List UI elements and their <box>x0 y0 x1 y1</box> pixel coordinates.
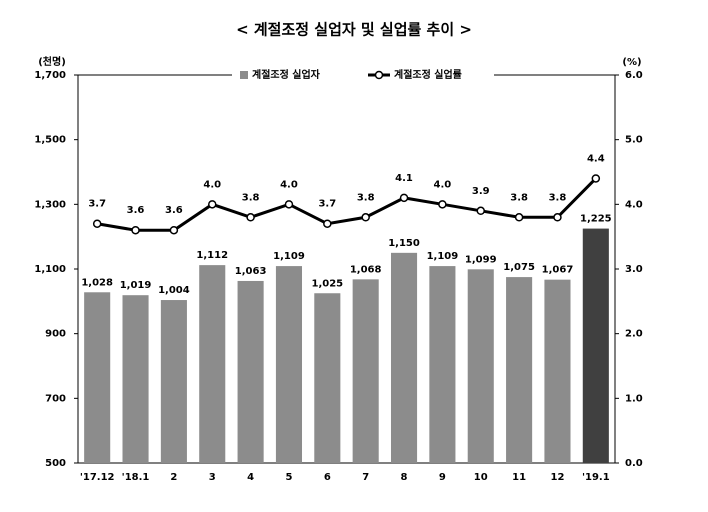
y-tick-label: 1,100 <box>34 264 66 275</box>
line-marker <box>284 200 294 209</box>
legend-box <box>232 68 494 82</box>
line-value-label: 4.0 <box>280 179 298 190</box>
bar <box>544 279 571 463</box>
line-value-label: 3.8 <box>549 192 567 203</box>
bar-value-label: 1,150 <box>388 238 420 249</box>
line-marker <box>476 206 485 216</box>
bar-value-label: 1,109 <box>273 251 305 262</box>
bar-value-label: 1,225 <box>580 214 612 225</box>
y2-tick-label: 1.0 <box>625 393 643 404</box>
y-tick-label: 700 <box>45 393 66 404</box>
bar <box>314 293 341 463</box>
line-value-label: 3.6 <box>127 205 145 216</box>
line-value-label: 4.1 <box>395 173 413 184</box>
bar-value-label: 1,063 <box>235 266 267 277</box>
y-tick-label: 1,700 <box>34 70 66 81</box>
bar <box>390 252 418 463</box>
x-tick-label: '19.1 <box>582 472 610 483</box>
y2-tick-label: 0.0 <box>625 458 643 469</box>
x-tick-label: 10 <box>474 472 488 483</box>
legend-label: 계절조정 실업률 <box>394 68 462 81</box>
bar <box>352 279 379 463</box>
line-marker <box>131 225 140 235</box>
bar-value-label: 1,004 <box>158 285 190 296</box>
line-marker <box>591 174 601 183</box>
line <box>96 177 597 232</box>
line-value-label: 3.9 <box>472 186 490 197</box>
x-tick-label: 2 <box>170 472 177 483</box>
bar <box>275 266 303 463</box>
legend-label: 계절조정 실업자 <box>252 68 321 81</box>
y-tick-label: 1,300 <box>34 199 66 210</box>
bar <box>84 292 111 463</box>
y2-tick-label: 2.0 <box>625 329 643 340</box>
bar-value-label: 1,068 <box>350 264 382 275</box>
bar <box>199 265 226 463</box>
x-tick-label: 5 <box>285 472 292 483</box>
legend-marker <box>374 70 384 80</box>
x-tick-label: 8 <box>401 472 408 483</box>
x-tick-label: 9 <box>439 472 446 483</box>
bar <box>237 280 264 463</box>
line-value-label: 3.8 <box>357 192 375 203</box>
legend-swatch <box>240 71 248 79</box>
y2-tick-label: 5.0 <box>625 135 643 146</box>
bar <box>122 295 149 463</box>
bar-value-label: 1,028 <box>81 277 113 288</box>
bar-value-label: 1,067 <box>542 265 574 276</box>
line-marker <box>323 219 332 228</box>
x-tick-label: 7 <box>362 472 369 483</box>
bar-value-label: 1,109 <box>427 251 459 262</box>
line-value-label: 3.7 <box>88 199 106 210</box>
x-tick-label: '18.1 <box>122 472 150 483</box>
line-value-label: 4.4 <box>587 153 605 164</box>
line-marker <box>246 213 255 222</box>
bar-value-label: 1,019 <box>120 280 152 291</box>
bar <box>582 228 609 463</box>
x-tick-label: 12 <box>551 472 565 483</box>
line-value-label: 3.7 <box>318 199 336 210</box>
line-marker <box>553 213 562 222</box>
y2-tick-label: 6.0 <box>625 70 643 81</box>
line-marker <box>514 213 524 222</box>
line-marker <box>438 200 447 209</box>
y-tick-label: 900 <box>45 329 66 340</box>
line-marker <box>208 200 217 209</box>
y-unit: (천명) <box>38 55 66 68</box>
bar-value-label: 1,112 <box>196 250 228 261</box>
x-tick-label: 11 <box>512 472 526 483</box>
line-value-label: 4.0 <box>203 179 221 190</box>
chart-title: < 계절조정 실업자 및 실업률 추이 > <box>236 21 472 39</box>
y-tick-label: 1,500 <box>34 135 66 146</box>
y-tick-label: 500 <box>45 458 66 469</box>
bar-value-label: 1,099 <box>465 254 497 265</box>
y2-tick-label: 4.0 <box>625 199 643 210</box>
line-value-label: 4.0 <box>434 179 452 190</box>
y2-unit: (%) <box>622 57 641 68</box>
line-marker <box>399 193 409 203</box>
line-value-label: 3.6 <box>165 205 183 216</box>
bar <box>467 269 494 463</box>
y2-tick-label: 3.0 <box>625 264 643 275</box>
bar-value-label: 1,075 <box>503 262 535 273</box>
line-marker <box>361 213 370 222</box>
line-marker <box>92 219 102 228</box>
line-value-label: 3.8 <box>242 192 260 203</box>
line-value-label: 3.8 <box>510 192 528 203</box>
x-tick-label: 3 <box>209 472 216 483</box>
bar <box>429 266 456 463</box>
x-tick-label: 4 <box>247 472 254 483</box>
bar <box>506 277 533 463</box>
line-marker <box>169 225 179 235</box>
bar <box>160 300 187 463</box>
bar-value-label: 1,025 <box>312 278 344 289</box>
x-tick-label: 6 <box>324 472 331 483</box>
x-tick-label: '17.12 <box>80 472 115 483</box>
